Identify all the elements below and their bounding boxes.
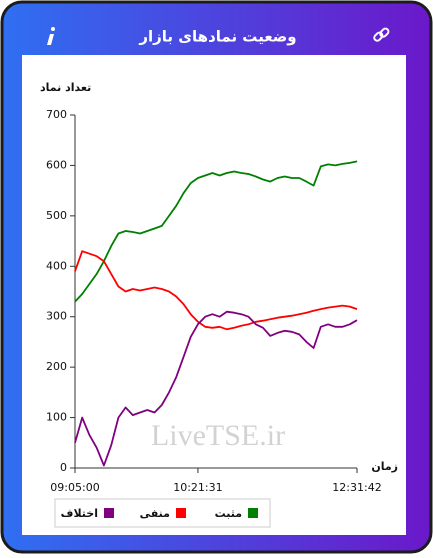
x-tick-label: 09:05:00: [50, 481, 99, 494]
legend: [54, 498, 271, 528]
link-button[interactable]: [373, 27, 390, 42]
y-tick-label: 400: [46, 259, 67, 272]
header-title: وضعیت نمادهای بازار: [138, 28, 296, 46]
y-tick-label: 100: [46, 411, 67, 424]
y-tick-label: 300: [46, 310, 67, 323]
info-button[interactable]: [47, 27, 55, 45]
legend-label: منفی: [140, 507, 170, 520]
x-tick-label: 10:21:31: [173, 481, 222, 494]
legend-swatch: [104, 508, 114, 518]
y-tick-label: 700: [46, 108, 67, 121]
y-tick-label: 500: [46, 209, 67, 222]
y-tick-label: 600: [46, 158, 67, 171]
watermark: LiveTSE.ir: [151, 419, 285, 452]
series-line: [74, 250, 358, 331]
y-tick-label: 0: [60, 461, 67, 474]
y-axis-label: تعداد نماد: [40, 81, 91, 94]
x-tick-label: 12:31:42: [332, 481, 381, 494]
x-axis-label: زمان: [371, 460, 398, 473]
series-line: [74, 310, 358, 467]
legend-swatch: [176, 508, 186, 518]
chart-panel: [22, 55, 406, 535]
legend-label: مثبت: [215, 507, 242, 520]
legend-label: اختلاف: [61, 507, 98, 520]
y-tick-label: 200: [46, 360, 67, 373]
series-line: [74, 160, 358, 303]
legend-swatch: [248, 508, 258, 518]
